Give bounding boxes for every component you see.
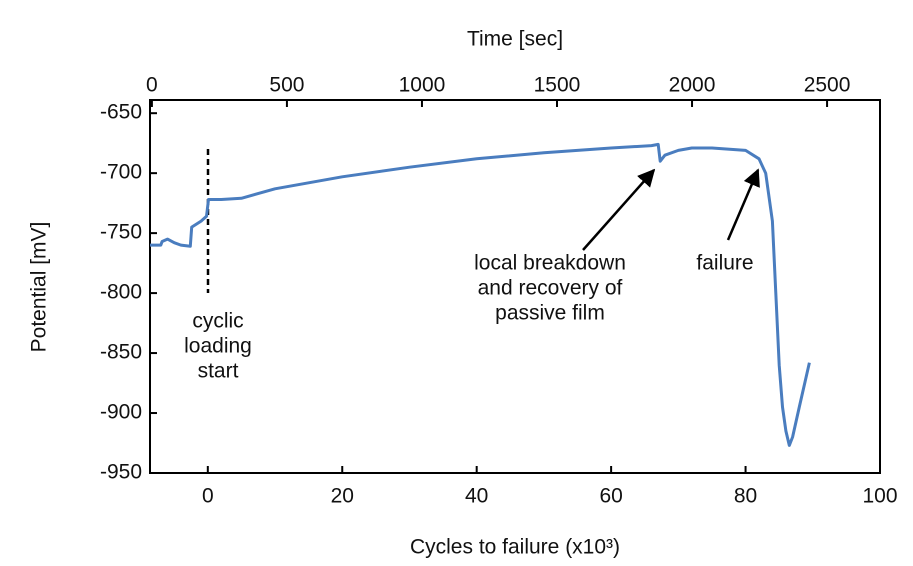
y-tick-label: -900 <box>100 401 142 424</box>
data-line <box>150 142 811 447</box>
x-tick-label: 100 <box>862 485 897 508</box>
x-tick-label: 40 <box>465 485 488 508</box>
y-axis-label: Potential [mV] <box>28 222 51 353</box>
x-tick-label: 20 <box>331 485 354 508</box>
annotation: failure <box>696 252 753 275</box>
y-tick-label: -850 <box>100 341 142 364</box>
top-tick-label: 0 <box>146 74 158 97</box>
top-tick-label: 1500 <box>534 74 581 97</box>
top-axis-label: Time [sec] <box>467 28 563 51</box>
annotation: start <box>198 360 239 383</box>
x-axis-label: Cycles to failure (x10³) <box>410 536 620 559</box>
annotation: and recovery of <box>478 277 623 300</box>
y-tick-label: -700 <box>100 161 142 184</box>
arrow <box>726 168 760 241</box>
annotation: local breakdown <box>474 252 626 275</box>
y-tick-label: -750 <box>100 221 142 244</box>
x-tick-label: 80 <box>734 485 757 508</box>
annotation: passive film <box>495 302 605 325</box>
annotation: cyclic <box>192 310 243 333</box>
x-tick-label: 60 <box>599 485 622 508</box>
top-tick-label: 2500 <box>804 74 851 97</box>
y-tick-label: -650 <box>100 101 142 124</box>
arrow <box>582 168 656 251</box>
y-tick-label: -950 <box>100 461 142 484</box>
top-tick-label: 500 <box>269 74 304 97</box>
top-tick-label: 1000 <box>399 74 446 97</box>
annotation: loading <box>184 335 252 358</box>
y-tick-label: -800 <box>100 281 142 304</box>
top-tick-label: 2000 <box>669 74 716 97</box>
plot-frame <box>149 99 881 474</box>
x-tick-label: 0 <box>202 485 214 508</box>
